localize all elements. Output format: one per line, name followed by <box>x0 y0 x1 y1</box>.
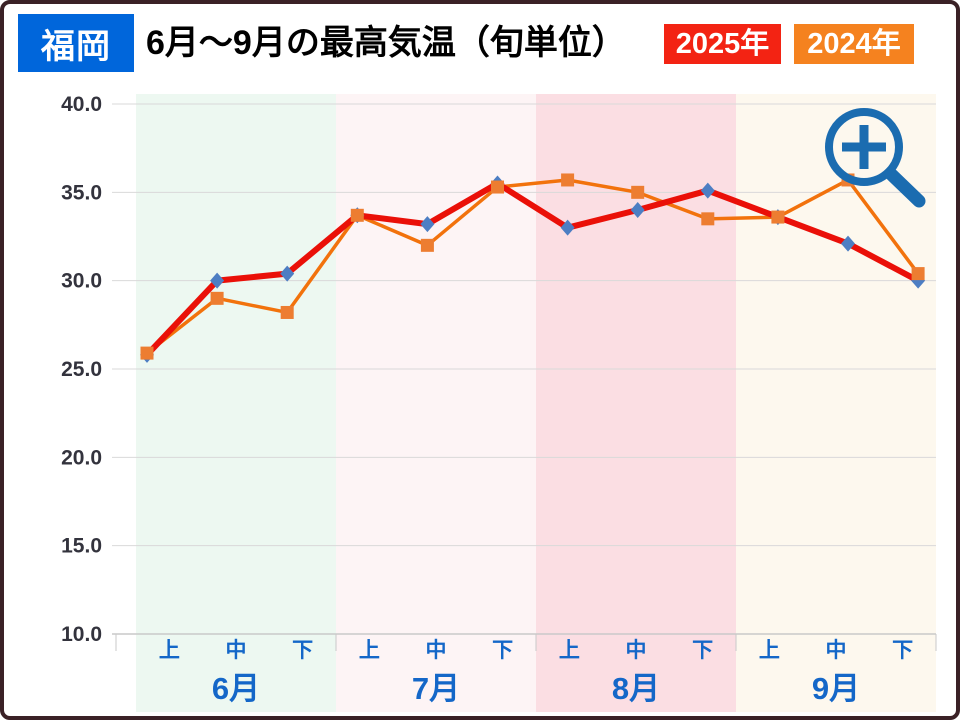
marker-2025年-1 <box>210 272 225 289</box>
ytick-label-35.0: 35.0 <box>61 181 102 204</box>
magnifier-handle <box>885 168 926 208</box>
ytick-label-30.0: 30.0 <box>61 270 102 293</box>
xtick-period-4-1: 中 <box>826 639 847 662</box>
marker-2025年-6 <box>560 219 575 236</box>
xtick-period-4-2: 下 <box>892 639 913 662</box>
marker-2024年-0 <box>140 346 154 360</box>
marker-2024年-9 <box>771 210 785 224</box>
month-band-1 <box>136 94 336 712</box>
magnifier-glass <box>825 108 903 186</box>
ytick-label-25.0: 25.0 <box>61 358 102 381</box>
location-badge: 福岡 <box>18 14 134 72</box>
marker-2024年-6 <box>561 173 575 187</box>
legend-badge-2025: 2025年 <box>664 24 781 64</box>
zoom-in-icon[interactable] <box>814 99 929 214</box>
month-label-4: 9月 <box>812 671 860 706</box>
marker-2024年-5 <box>491 180 504 194</box>
xtick-period-1-0: 上 <box>159 639 180 662</box>
marker-2024年-2 <box>280 305 294 319</box>
month-band-4 <box>736 94 936 712</box>
legend-badge-2024: 2024年 <box>794 24 914 64</box>
marker-2024年-11 <box>911 267 925 281</box>
marker-2024年-8 <box>701 212 715 226</box>
month-label-3: 8月 <box>612 671 660 706</box>
xtick-period-2-1: 中 <box>426 639 447 662</box>
marker-2025年-10 <box>841 235 855 252</box>
month-label-2: 7月 <box>412 671 460 706</box>
ytick-label-40.0: 40.0 <box>61 93 102 116</box>
marker-2024年-7 <box>631 185 645 199</box>
ytick-label-10.0: 10.0 <box>61 623 102 646</box>
page-title: 6月～9月の最高気温（旬単位） <box>146 24 626 62</box>
xtick-period-2-0: 上 <box>359 639 380 662</box>
marker-2024年-3 <box>350 208 364 222</box>
xtick-period-3-0: 上 <box>559 639 580 662</box>
marker-2024年-4 <box>420 238 434 252</box>
xtick-period-1-1: 中 <box>226 639 247 662</box>
xtick-period-3-1: 中 <box>626 639 647 662</box>
ytick-label-15.0: 15.0 <box>61 535 102 558</box>
marker-2025年-7 <box>630 202 645 218</box>
xtick-period-2-2: 下 <box>492 639 513 662</box>
series-line-2024年 <box>145 178 920 355</box>
marker-2025年-2 <box>280 265 295 282</box>
xtick-period-4-0: 上 <box>759 639 780 662</box>
month-label-1: 6月 <box>212 671 260 706</box>
marker-2024年-1 <box>210 291 224 305</box>
xtick-period-3-2: 下 <box>692 639 713 662</box>
marker-2025年-8 <box>700 182 715 199</box>
month-band-2 <box>336 94 536 712</box>
series-line-2025年 <box>144 180 922 358</box>
ytick-label-20.0: 20.0 <box>61 446 102 469</box>
temperature-line-chart: 40.0 35.0 30.0 25.0 20.0 15.0 10.0 上 中 下 6月 上 中 下 7月 上 中… <box>61 93 937 712</box>
marker-2025年-4 <box>420 216 435 233</box>
xtick-period-1-2: 下 <box>292 639 313 662</box>
